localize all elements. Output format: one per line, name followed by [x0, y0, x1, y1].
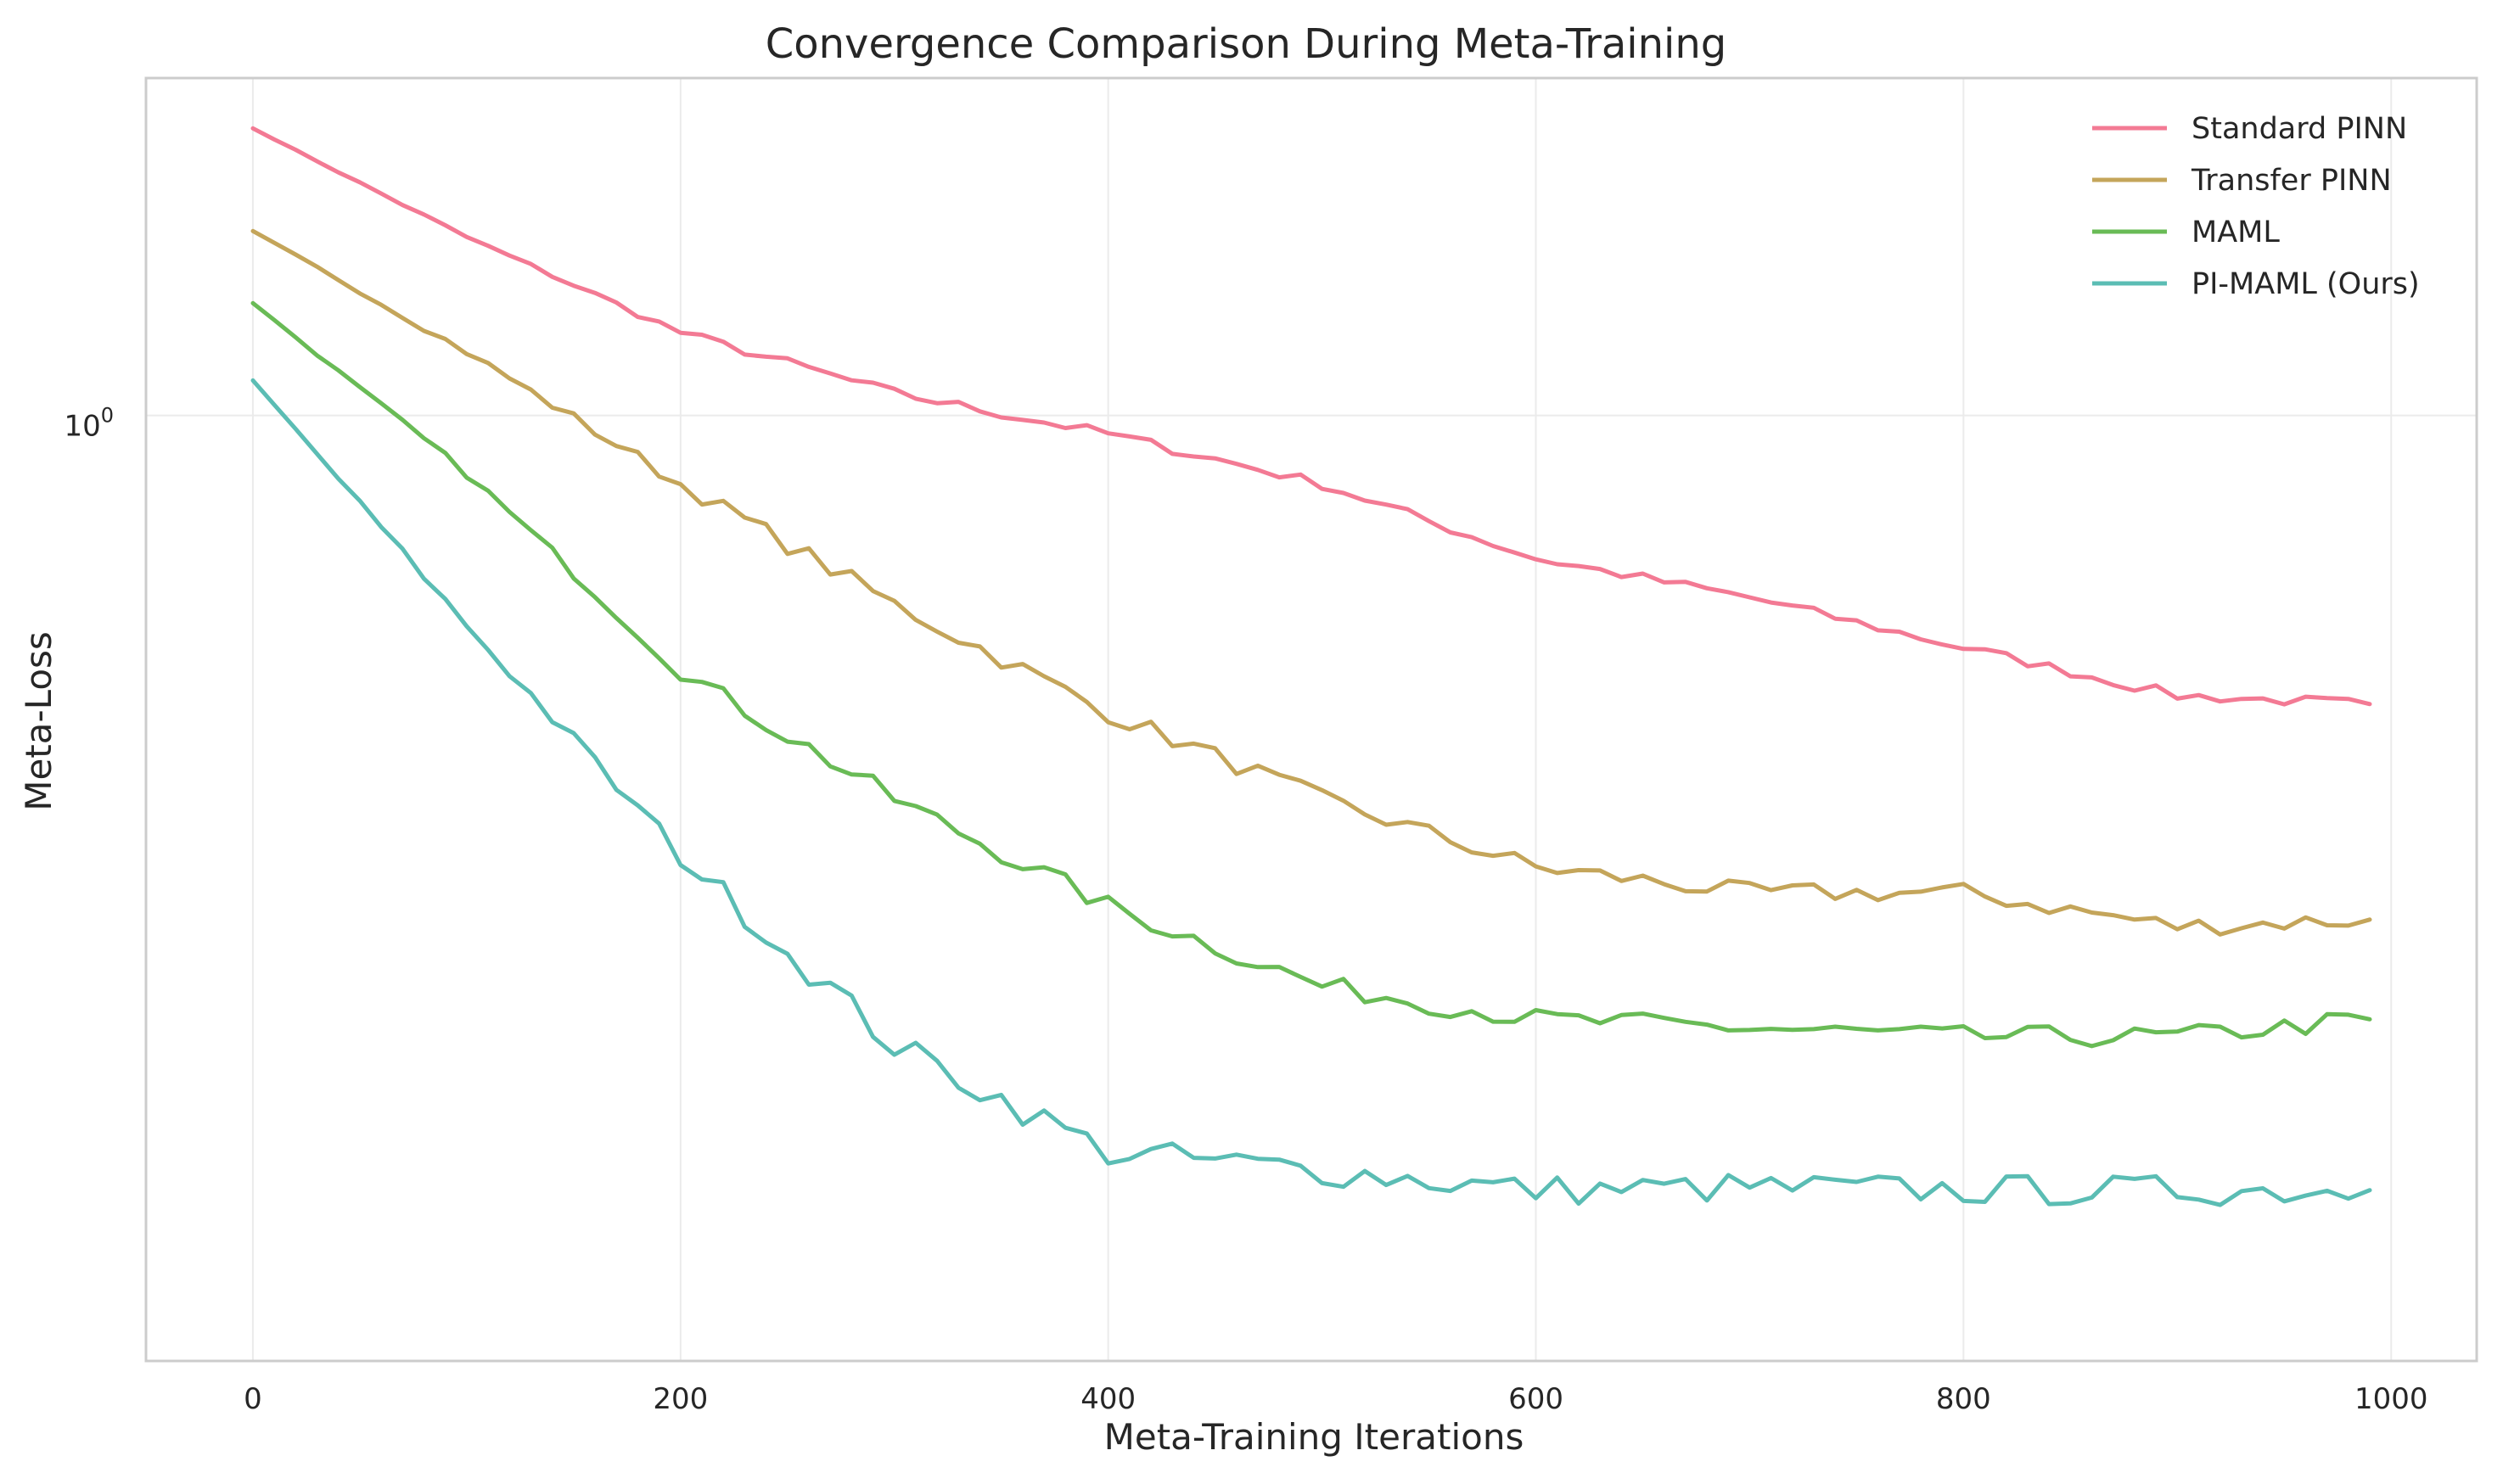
x-tick-label: 800	[1936, 1382, 1991, 1416]
legend-label: Transfer PINN	[2191, 164, 2392, 198]
legend-label: PI-MAML (Ours)	[2192, 267, 2420, 301]
series-line-transfer-pinn	[250, 228, 2372, 937]
x-tick-label: 1000	[2354, 1382, 2428, 1416]
y-tick-label-exponent: 0	[101, 404, 114, 428]
x-tick-labels: 0 200 400 600 800 1000	[244, 1382, 2427, 1416]
x-tick-label: 600	[1508, 1382, 1563, 1416]
x-axis-label: Meta-Training Iterations	[1104, 1416, 1524, 1458]
x-tick-label: 400	[1080, 1382, 1136, 1416]
x-tick-label: 200	[653, 1382, 708, 1416]
legend-label: MAML	[2192, 216, 2280, 249]
y-tick-labels: 100	[64, 404, 114, 444]
legend-label: Standard PINN	[2192, 112, 2407, 146]
series-lines	[250, 126, 2372, 1207]
plot-area-frame	[144, 76, 2478, 1363]
series-line-standard-pinn	[250, 126, 2372, 707]
legend: Standard PINN Transfer PINN MAML PI-MAML (O…	[2092, 112, 2420, 301]
y-axis-label: Meta-Loss	[18, 631, 59, 811]
x-tick-label: 0	[244, 1382, 262, 1416]
chart-title: Convergence Comparison During Meta-Train…	[766, 20, 1726, 68]
grid	[146, 78, 2477, 1361]
series-line-maml	[250, 300, 2372, 1049]
y-tick-label-base: 100	[64, 404, 114, 444]
series-line-pi-maml-ours	[250, 378, 2372, 1207]
